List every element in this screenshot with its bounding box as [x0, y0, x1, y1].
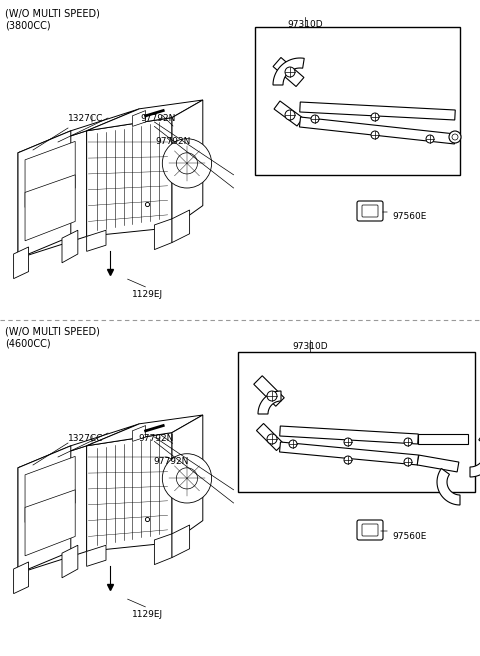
Polygon shape [300, 102, 455, 120]
Text: 97792N: 97792N [138, 434, 173, 443]
Text: 97560E: 97560E [392, 532, 426, 541]
Polygon shape [86, 545, 106, 566]
Circle shape [162, 454, 212, 503]
Text: 97459: 97459 [322, 400, 350, 409]
Bar [238, 352, 475, 492]
Polygon shape [86, 415, 203, 446]
Text: 14720: 14720 [290, 74, 319, 83]
Circle shape [344, 438, 352, 446]
Polygon shape [155, 219, 172, 249]
Text: 1327CC: 1327CC [68, 114, 103, 123]
Polygon shape [172, 210, 190, 243]
FancyBboxPatch shape [362, 205, 378, 217]
Text: 97792N: 97792N [153, 457, 188, 466]
Polygon shape [172, 525, 190, 558]
Polygon shape [18, 109, 139, 153]
Text: 14720: 14720 [316, 450, 345, 459]
Polygon shape [417, 455, 459, 472]
Text: 97792N: 97792N [140, 114, 175, 123]
Polygon shape [18, 446, 71, 573]
Circle shape [267, 391, 277, 401]
FancyBboxPatch shape [362, 524, 378, 536]
Circle shape [177, 468, 198, 489]
Circle shape [344, 456, 352, 464]
Text: (3800CC): (3800CC) [5, 20, 50, 30]
FancyBboxPatch shape [357, 201, 383, 221]
FancyBboxPatch shape [357, 520, 383, 540]
Polygon shape [86, 100, 203, 131]
Circle shape [404, 438, 412, 446]
Polygon shape [132, 426, 145, 441]
Text: 14720: 14720 [278, 110, 307, 119]
Polygon shape [437, 468, 460, 505]
Polygon shape [280, 426, 418, 444]
Polygon shape [18, 446, 86, 573]
Text: 97792N: 97792N [155, 137, 191, 146]
Polygon shape [256, 424, 284, 451]
Text: (W/O MULTI SPEED): (W/O MULTI SPEED) [5, 8, 100, 18]
Text: 97459: 97459 [345, 84, 373, 93]
Polygon shape [172, 415, 203, 543]
Polygon shape [18, 131, 71, 258]
Polygon shape [13, 247, 29, 279]
Circle shape [371, 113, 379, 121]
Polygon shape [86, 117, 172, 236]
Circle shape [371, 131, 379, 139]
Polygon shape [25, 457, 75, 522]
Text: 1129EJ: 1129EJ [132, 610, 164, 619]
Polygon shape [25, 490, 75, 556]
Polygon shape [132, 111, 145, 127]
Text: 1129EJ: 1129EJ [132, 290, 164, 299]
Text: 97322G: 97322G [405, 432, 441, 441]
Text: 97560E: 97560E [392, 212, 426, 221]
Text: (W/O MULTI SPEED): (W/O MULTI SPEED) [5, 326, 100, 336]
Polygon shape [470, 432, 480, 477]
Circle shape [452, 134, 458, 140]
Polygon shape [62, 545, 78, 578]
Circle shape [449, 131, 461, 143]
Polygon shape [254, 376, 284, 406]
Text: 97322C: 97322C [258, 98, 293, 107]
Text: (4600CC): (4600CC) [5, 338, 50, 348]
Bar [255, 27, 460, 175]
Polygon shape [273, 58, 304, 85]
Polygon shape [258, 391, 281, 414]
Text: 97322C: 97322C [248, 417, 283, 426]
Text: 14720: 14720 [390, 387, 419, 396]
Polygon shape [273, 58, 304, 87]
Polygon shape [279, 442, 419, 465]
Text: 14720: 14720 [272, 392, 300, 401]
Polygon shape [155, 534, 172, 565]
Text: 97322C: 97322C [262, 64, 297, 73]
Text: 97310D: 97310D [287, 20, 323, 29]
Text: 97322C: 97322C [248, 380, 283, 389]
Text: 97324G: 97324G [420, 380, 456, 389]
Circle shape [267, 434, 277, 444]
Polygon shape [25, 174, 75, 241]
Polygon shape [274, 101, 303, 126]
Polygon shape [62, 230, 78, 263]
Polygon shape [86, 230, 106, 251]
Text: 1327CC: 1327CC [68, 434, 103, 443]
Text: 97310D: 97310D [292, 342, 328, 351]
Circle shape [162, 138, 212, 188]
Circle shape [177, 153, 198, 174]
Circle shape [289, 440, 297, 448]
Polygon shape [18, 424, 139, 468]
Circle shape [311, 115, 319, 123]
Circle shape [285, 67, 295, 77]
Circle shape [285, 110, 295, 120]
Circle shape [426, 135, 434, 143]
Polygon shape [300, 117, 456, 144]
Polygon shape [172, 100, 203, 228]
Polygon shape [418, 434, 468, 444]
Polygon shape [86, 432, 172, 552]
Polygon shape [18, 131, 86, 258]
Polygon shape [13, 562, 29, 594]
Text: 14720: 14720 [270, 430, 299, 439]
Circle shape [404, 458, 412, 466]
Polygon shape [25, 141, 75, 207]
